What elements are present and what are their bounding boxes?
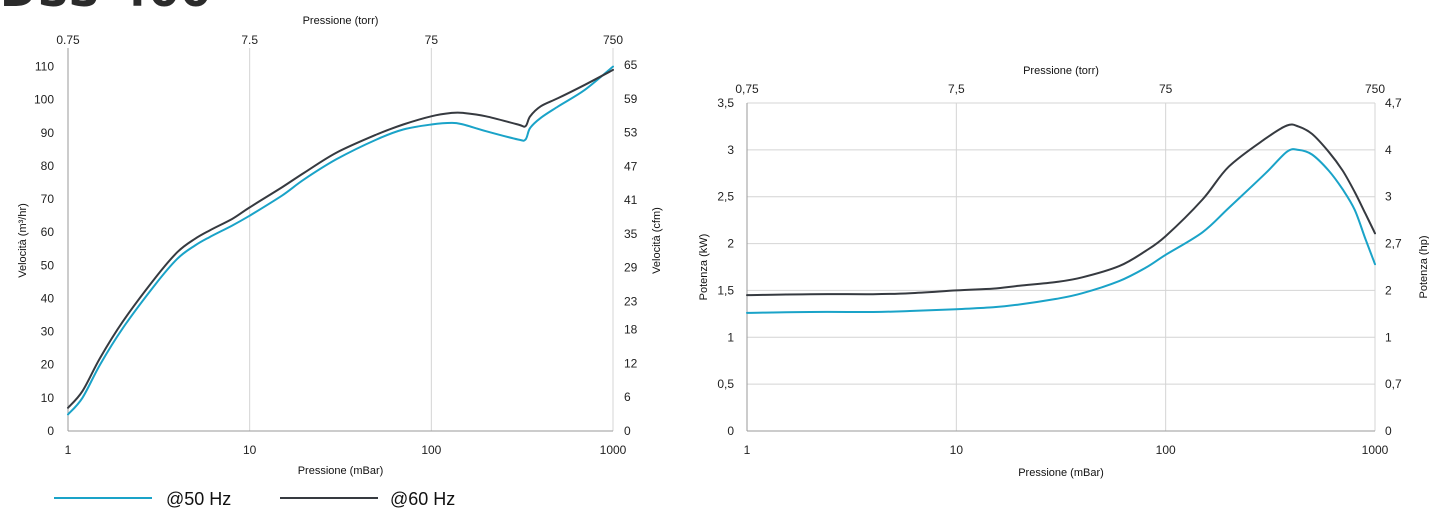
speed-y-tick-label: 80	[41, 159, 55, 173]
power-y-tick-label: 3	[727, 143, 734, 157]
power-y-tick-label: 2,5	[717, 190, 734, 204]
speed-y2-tick-label: 18	[624, 323, 638, 337]
page-title: DSS 400	[0, 0, 212, 17]
power-y-tick-label: 0	[727, 424, 734, 438]
power-y2-tick-label: 0,7	[1385, 377, 1402, 391]
speed-x2-tick-label: 75	[425, 33, 439, 47]
speed-y2-tick-label: 0	[624, 424, 631, 438]
speed-x-tick-label: 1	[65, 443, 72, 457]
power-x-tick-label: 1000	[1362, 443, 1389, 457]
speed-x2-tick-label: 7.5	[241, 33, 258, 47]
speed-y-tick-label: 100	[34, 93, 54, 107]
speed-x2-axis-label: Pressione (torr)	[303, 15, 379, 27]
speed-x-tick-label: 1000	[600, 443, 627, 457]
speed-y-tick-label: 50	[41, 258, 55, 272]
power-y2-tick-label: 4,7	[1385, 96, 1402, 110]
speed-x-tick-label: 100	[421, 443, 441, 457]
speed-y-tick-label: 30	[41, 325, 55, 339]
power-x2-tick-label: 7,5	[948, 82, 965, 96]
speed-y2-tick-label: 65	[624, 58, 638, 72]
power-y2-tick-label: 2	[1385, 283, 1392, 297]
power-x2-tick-label: 750	[1365, 82, 1385, 96]
speed-y2-tick-label: 12	[624, 356, 638, 370]
power-x-tick-label: 1	[744, 443, 751, 457]
power-y-tick-label: 2	[727, 237, 734, 251]
power-x-tick-label: 10	[950, 443, 964, 457]
speed-x2-tick-label: 0.75	[56, 33, 80, 47]
legend-label-60hz: @60 Hz	[390, 489, 455, 509]
power-y2-tick-label: 1	[1385, 330, 1392, 344]
speed-y2-tick-label: 23	[624, 294, 638, 308]
power-y-axis-label: Potenza (kW)	[698, 234, 710, 301]
power-series-line-50hz	[746, 148, 1376, 314]
legend-label-50hz: @50 Hz	[166, 489, 231, 509]
power-y-tick-label: 3,5	[717, 96, 734, 110]
speed-y2-tick-label: 6	[624, 390, 631, 404]
speed-y2-tick-label: 35	[624, 227, 638, 241]
speed-y-tick-label: 40	[41, 291, 55, 305]
speed-y-tick-label: 10	[41, 391, 55, 405]
power-x2-axis-label: Pressione (torr)	[1023, 65, 1099, 77]
speed-x-tick-label: 10	[243, 443, 257, 457]
speed-y2-tick-label: 53	[624, 125, 638, 139]
speed-x2-tick-label: 750	[603, 33, 623, 47]
speed-y-tick-label: 0	[47, 424, 54, 438]
speed-y-tick-label: 60	[41, 225, 55, 239]
power-series-line-60hz	[746, 123, 1376, 297]
power-x2-tick-label: 0,75	[735, 82, 759, 96]
speed-y-tick-label: 20	[41, 358, 55, 372]
speed-x-axis-label: Pressione (mBar)	[298, 465, 384, 477]
speed-y2-tick-label: 47	[624, 159, 638, 173]
power-y2-tick-label: 2,7	[1385, 237, 1402, 251]
speed-series-line-60hz	[67, 68, 614, 409]
power-y-tick-label: 0,5	[717, 377, 734, 391]
speed-y2-axis-label: Velocità (cfm)	[651, 207, 663, 274]
power-y2-tick-label: 3	[1385, 190, 1392, 204]
speed-series-line-50hz	[67, 65, 614, 416]
speed-y-tick-label: 110	[35, 60, 54, 74]
power-y-tick-label: 1	[727, 330, 734, 344]
power-x-tick-label: 100	[1156, 443, 1176, 457]
speed-y2-tick-label: 41	[624, 193, 638, 207]
power-x-axis-label: Pressione (mBar)	[1018, 467, 1104, 479]
speed-y-tick-label: 70	[41, 192, 55, 206]
speed-y-axis-label: Velocità (m³/hr)	[17, 203, 29, 278]
speed-y2-tick-label: 29	[624, 261, 638, 275]
power-y-tick-label: 1,5	[717, 283, 734, 297]
speed-y2-tick-label: 59	[624, 92, 638, 106]
speed-y-tick-label: 90	[41, 126, 55, 140]
power-x2-tick-label: 75	[1159, 82, 1173, 96]
power-y2-tick-label: 4	[1385, 143, 1392, 157]
power-y2-tick-label: 0	[1385, 424, 1392, 438]
power-y2-axis-label: Potenza (hp)	[1418, 236, 1429, 299]
